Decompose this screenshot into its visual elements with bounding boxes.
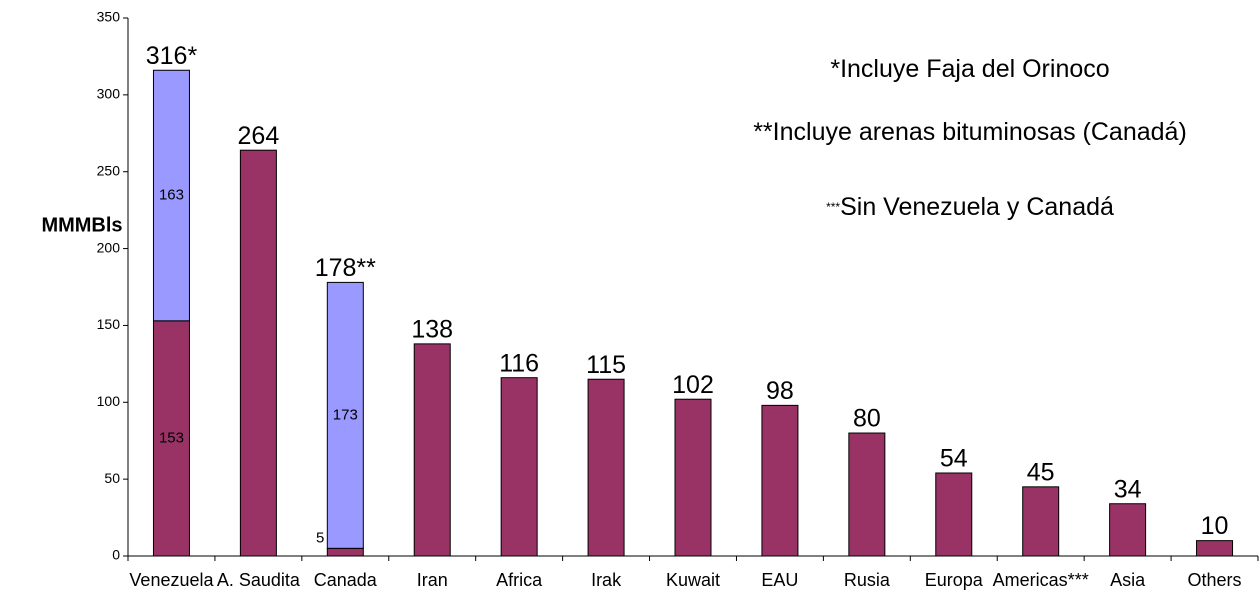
annotation-prefix: *** (826, 200, 840, 214)
x-tick-label: Venezuela (129, 570, 214, 590)
segment-label: 5 (316, 529, 324, 546)
y-tick-label: 50 (104, 470, 120, 486)
total-label: 116 (499, 349, 539, 377)
bar-segment (674, 398, 712, 557)
bar-segment (326, 547, 364, 557)
bar-segment (239, 149, 277, 557)
y-tick-label: 350 (97, 9, 121, 25)
total-label: 54 (940, 445, 968, 473)
bar-segment (152, 320, 190, 557)
segment-label: 163 (159, 187, 184, 204)
bar-segment (587, 378, 625, 557)
annotation: ***Sin Venezuela y Canadá (826, 193, 1114, 221)
bar-segment (152, 69, 190, 322)
x-tick-label: A. Saudita (217, 570, 301, 590)
bar-segment (935, 472, 973, 557)
bar-segment (1109, 503, 1147, 557)
y-tick-label: 0 (112, 547, 120, 563)
bar-segment (761, 404, 799, 557)
x-tick-label: Canada (314, 570, 378, 590)
x-tick-label: Irak (591, 570, 622, 590)
annotation-text: *Incluye Faja del Orinoco (830, 55, 1109, 83)
bar-segment (1022, 486, 1060, 557)
total-label: 316* (146, 42, 198, 70)
total-label: 10 (1201, 512, 1229, 540)
total-label: 34 (1114, 475, 1142, 503)
x-tick-label: Africa (496, 570, 543, 590)
y-tick-label: 100 (97, 393, 121, 409)
total-label: 80 (853, 405, 881, 433)
total-label: 178** (315, 254, 376, 282)
y-tick-label: 250 (97, 162, 121, 178)
x-tick-label: Asia (1110, 570, 1146, 590)
annotation: **Incluye arenas bituminosas (Canadá) (753, 118, 1187, 146)
annotation-text: Sin Venezuela y Canadá (840, 193, 1114, 221)
x-tick-label: Europa (925, 570, 984, 590)
x-tick-label: EAU (761, 570, 798, 590)
bar-segment (500, 377, 538, 557)
x-tick-label: Rusia (844, 570, 891, 590)
annotation: *Incluye Faja del Orinoco (830, 55, 1109, 83)
total-label: 115 (586, 351, 626, 379)
x-tick-label: Others (1188, 570, 1242, 590)
bar-segment (848, 432, 886, 557)
y-tick-label: 150 (97, 316, 121, 332)
total-label: 102 (672, 371, 714, 399)
y-axis-label: MMMBls (41, 214, 122, 236)
total-label: 264 (238, 122, 280, 150)
x-tick-label: Kuwait (666, 570, 720, 590)
segment-label: 173 (333, 406, 358, 423)
total-label: 98 (766, 377, 794, 405)
y-tick-label: 200 (97, 239, 121, 255)
y-tick-label: 300 (97, 86, 121, 102)
annotation-text: **Incluye arenas bituminosas (Canadá) (753, 118, 1187, 146)
bar-segment (413, 343, 451, 557)
total-label: 45 (1027, 458, 1055, 486)
segment-label: 153 (159, 429, 184, 446)
total-label: 138 (411, 315, 453, 343)
x-tick-label: Americas*** (993, 570, 1089, 590)
bar-segment (1196, 540, 1234, 557)
x-tick-label: Iran (417, 570, 448, 590)
bar-segment (326, 281, 364, 549)
